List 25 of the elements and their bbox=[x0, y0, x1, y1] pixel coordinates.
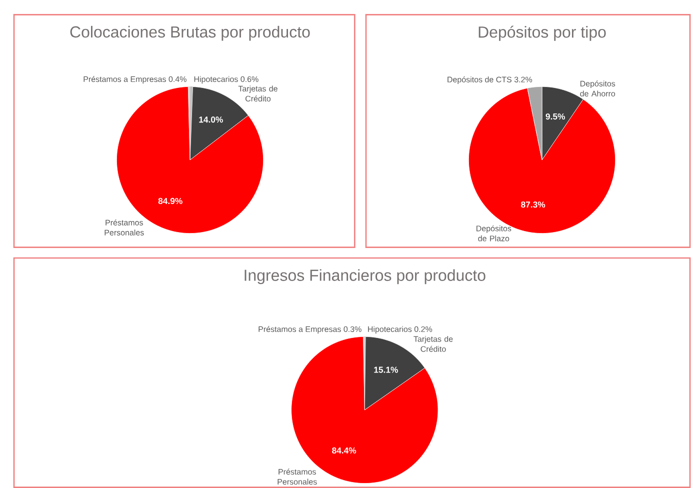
data-label: 3.2% bbox=[514, 76, 532, 82]
slice-label: Préstamos Personales bbox=[104, 219, 144, 236]
slice-label: Tarjetas de Crédito bbox=[414, 336, 453, 352]
data-label: 9.5% bbox=[546, 113, 565, 120]
data-label: 0.4% bbox=[168, 76, 186, 82]
chart-title: Colocaciones Brutas por producto bbox=[70, 26, 310, 41]
data-label: 84.9% bbox=[158, 198, 182, 204]
chart-title: Ingresos Financieros por producto bbox=[244, 269, 486, 284]
data-label: 14.0% bbox=[199, 116, 223, 123]
slice-label: Depósitos de Plazo bbox=[476, 225, 512, 242]
slice-label: Tarjetas de Crédito bbox=[238, 86, 278, 102]
data-label: 15.1% bbox=[374, 366, 398, 373]
data-label: 0.6% bbox=[240, 76, 258, 82]
data-label: 87.3% bbox=[521, 202, 546, 208]
chart-title: Depósitos por tipo bbox=[478, 26, 606, 41]
data-label: 0.2% bbox=[414, 326, 432, 332]
slice-label: Préstamos a Empresas bbox=[84, 76, 166, 84]
slice-label: Hipotecarios bbox=[368, 326, 412, 334]
slice-label: Préstamos a Empresas bbox=[258, 326, 341, 334]
slice-label: Depósitos de Ahorro bbox=[580, 80, 616, 96]
data-label: 84.4% bbox=[332, 447, 356, 454]
data-label: 0.3% bbox=[344, 326, 362, 332]
slice-label: Préstamos Personales bbox=[278, 468, 317, 485]
slice-label: Depósitos de CTS bbox=[448, 76, 512, 84]
slice-label: Hipotecarios bbox=[194, 76, 238, 84]
